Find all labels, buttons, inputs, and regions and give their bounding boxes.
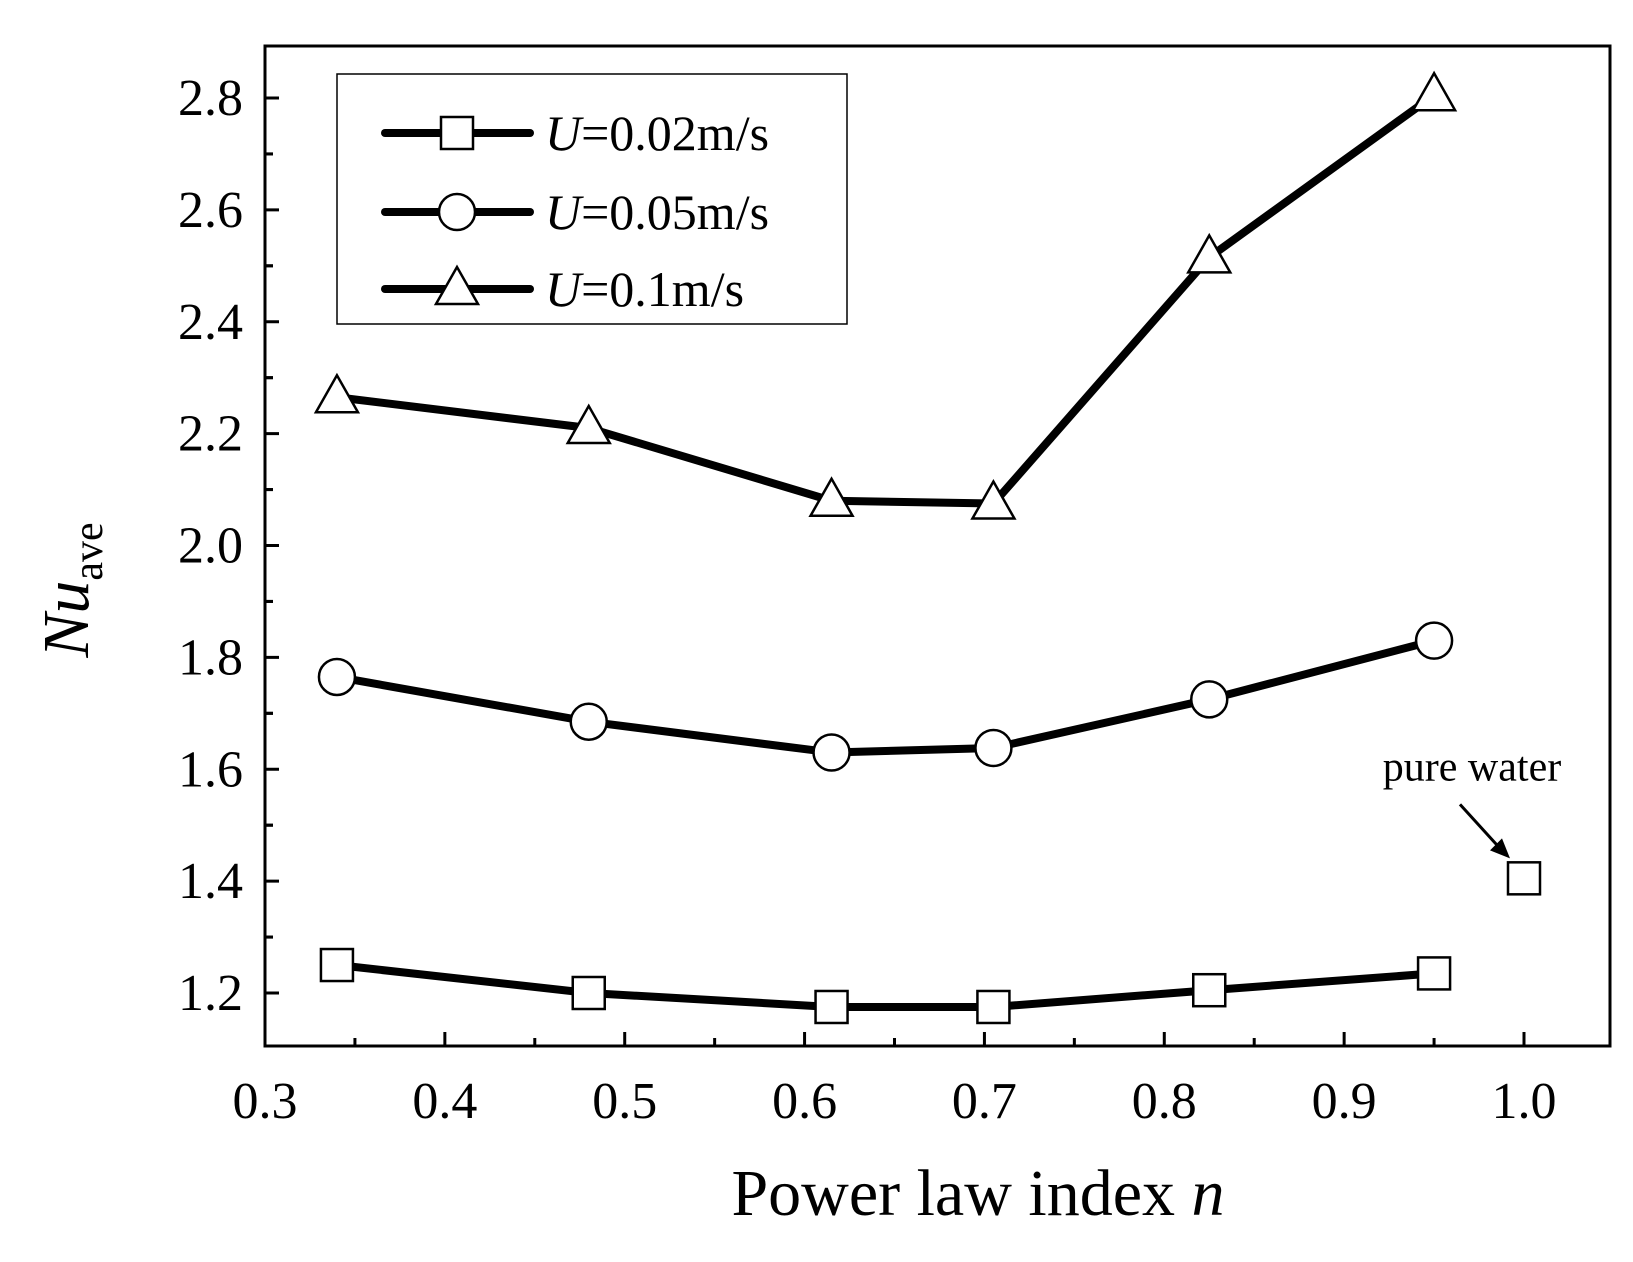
- data-point-square: [1192, 972, 1227, 1008]
- pure-water-arrow-head: [1490, 838, 1510, 859]
- x-axis-title-text: Power law index: [731, 1157, 1175, 1230]
- data-point-square: [814, 989, 849, 1025]
- y-tick-label: 1.2: [178, 965, 243, 1022]
- x-axis-title-var: n: [1192, 1157, 1225, 1230]
- legend-item-square: U=0.02m/s: [381, 105, 769, 161]
- x-tick-label: 0.7: [952, 1073, 1017, 1130]
- data-point-triangle: [808, 476, 855, 517]
- x-tick-label: 0.4: [412, 1073, 477, 1130]
- legend-label-value: =0.02m/s: [581, 105, 769, 161]
- legend: U=0.02m/sU=0.05m/sU=0.1m/s: [336, 73, 848, 325]
- y-tick-label: 1.8: [178, 629, 243, 686]
- pure-water-label: pure water: [1383, 744, 1561, 790]
- legend-item-circle: U=0.05m/s: [381, 184, 769, 240]
- annotation-layer: pure water: [1383, 744, 1561, 896]
- x-tick-label: 1.0: [1492, 1073, 1557, 1130]
- y-tick-label: 1.6: [178, 741, 243, 798]
- legend-label: U=0.02m/s: [545, 105, 769, 161]
- y-tick-label: 2.0: [178, 518, 243, 575]
- x-tick-label: 0.9: [1312, 1073, 1377, 1130]
- data-point-triangle: [1186, 232, 1233, 274]
- series-line: [332, 961, 1439, 1011]
- pure-water-arrow-shaft: [1458, 803, 1502, 850]
- y-axis-title-main: Nu: [30, 581, 103, 659]
- data-point-triangle: [565, 403, 612, 445]
- legend-label-var: U: [545, 184, 584, 240]
- y-axis-title-sub: ave: [66, 522, 112, 580]
- series-triangle: [313, 70, 1458, 520]
- legend-label: U=0.1m/s: [545, 261, 744, 317]
- data-point-triangle: [1410, 70, 1458, 112]
- series-square: [319, 947, 1452, 1025]
- data-point-square: [1416, 956, 1452, 991]
- series-circle: [317, 621, 1454, 772]
- y-tick-label: 1.4: [178, 853, 243, 910]
- data-point-triangle: [970, 479, 1017, 520]
- x-tick-label: 0.6: [772, 1073, 837, 1130]
- x-axis-title: Power law index n: [731, 1157, 1224, 1230]
- legend-label: U=0.05m/s: [545, 184, 769, 240]
- data-point-circle: [569, 702, 608, 741]
- y-tick-label: 2.4: [178, 294, 243, 351]
- data-point-square: [319, 947, 355, 983]
- legend-marker-circle: [437, 192, 477, 232]
- data-point-square: [571, 975, 606, 1011]
- series-line: [332, 636, 1439, 757]
- data-point-circle: [317, 657, 357, 697]
- legend-box: [336, 73, 848, 325]
- y-tick-label: 2.8: [178, 70, 243, 127]
- data-point-circle: [812, 733, 851, 772]
- legend-label-value: =0.05m/s: [581, 184, 769, 240]
- y-tick-label: 2.2: [178, 406, 243, 463]
- data-point-circle: [974, 728, 1013, 768]
- legend-label-var: U: [545, 261, 584, 317]
- series-line: [332, 91, 1439, 508]
- legend-item-triangle: U=0.1m/s: [381, 261, 744, 317]
- data-point-square: [976, 989, 1011, 1025]
- x-tick-label: 0.5: [592, 1073, 657, 1130]
- x-tick-label: 0.8: [1132, 1073, 1197, 1130]
- legend-marker-square: [439, 115, 475, 151]
- y-tick-label: 2.6: [178, 182, 243, 239]
- legend-marker-triangle: [433, 264, 481, 306]
- legend-label-value: =0.1m/s: [581, 261, 744, 317]
- y-axis-title: Nuave: [30, 522, 112, 658]
- data-point-circle: [1414, 621, 1454, 660]
- legend-items: U=0.02m/sU=0.05m/sU=0.1m/s: [381, 105, 769, 317]
- data-point-circle: [1190, 680, 1229, 719]
- axis-ticks: 0.3 0.4 0.5 0.6 0.7 0.8 0.9 1.0 1.2 1.4 1.6 1.8 2.0 2…: [178, 70, 1557, 1130]
- pure-water-point: [1506, 861, 1542, 896]
- legend-label-var: U: [545, 105, 584, 161]
- series-layer: [313, 70, 1458, 1025]
- data-point-triangle: [313, 372, 361, 414]
- x-tick-label: 0.3: [233, 1073, 298, 1130]
